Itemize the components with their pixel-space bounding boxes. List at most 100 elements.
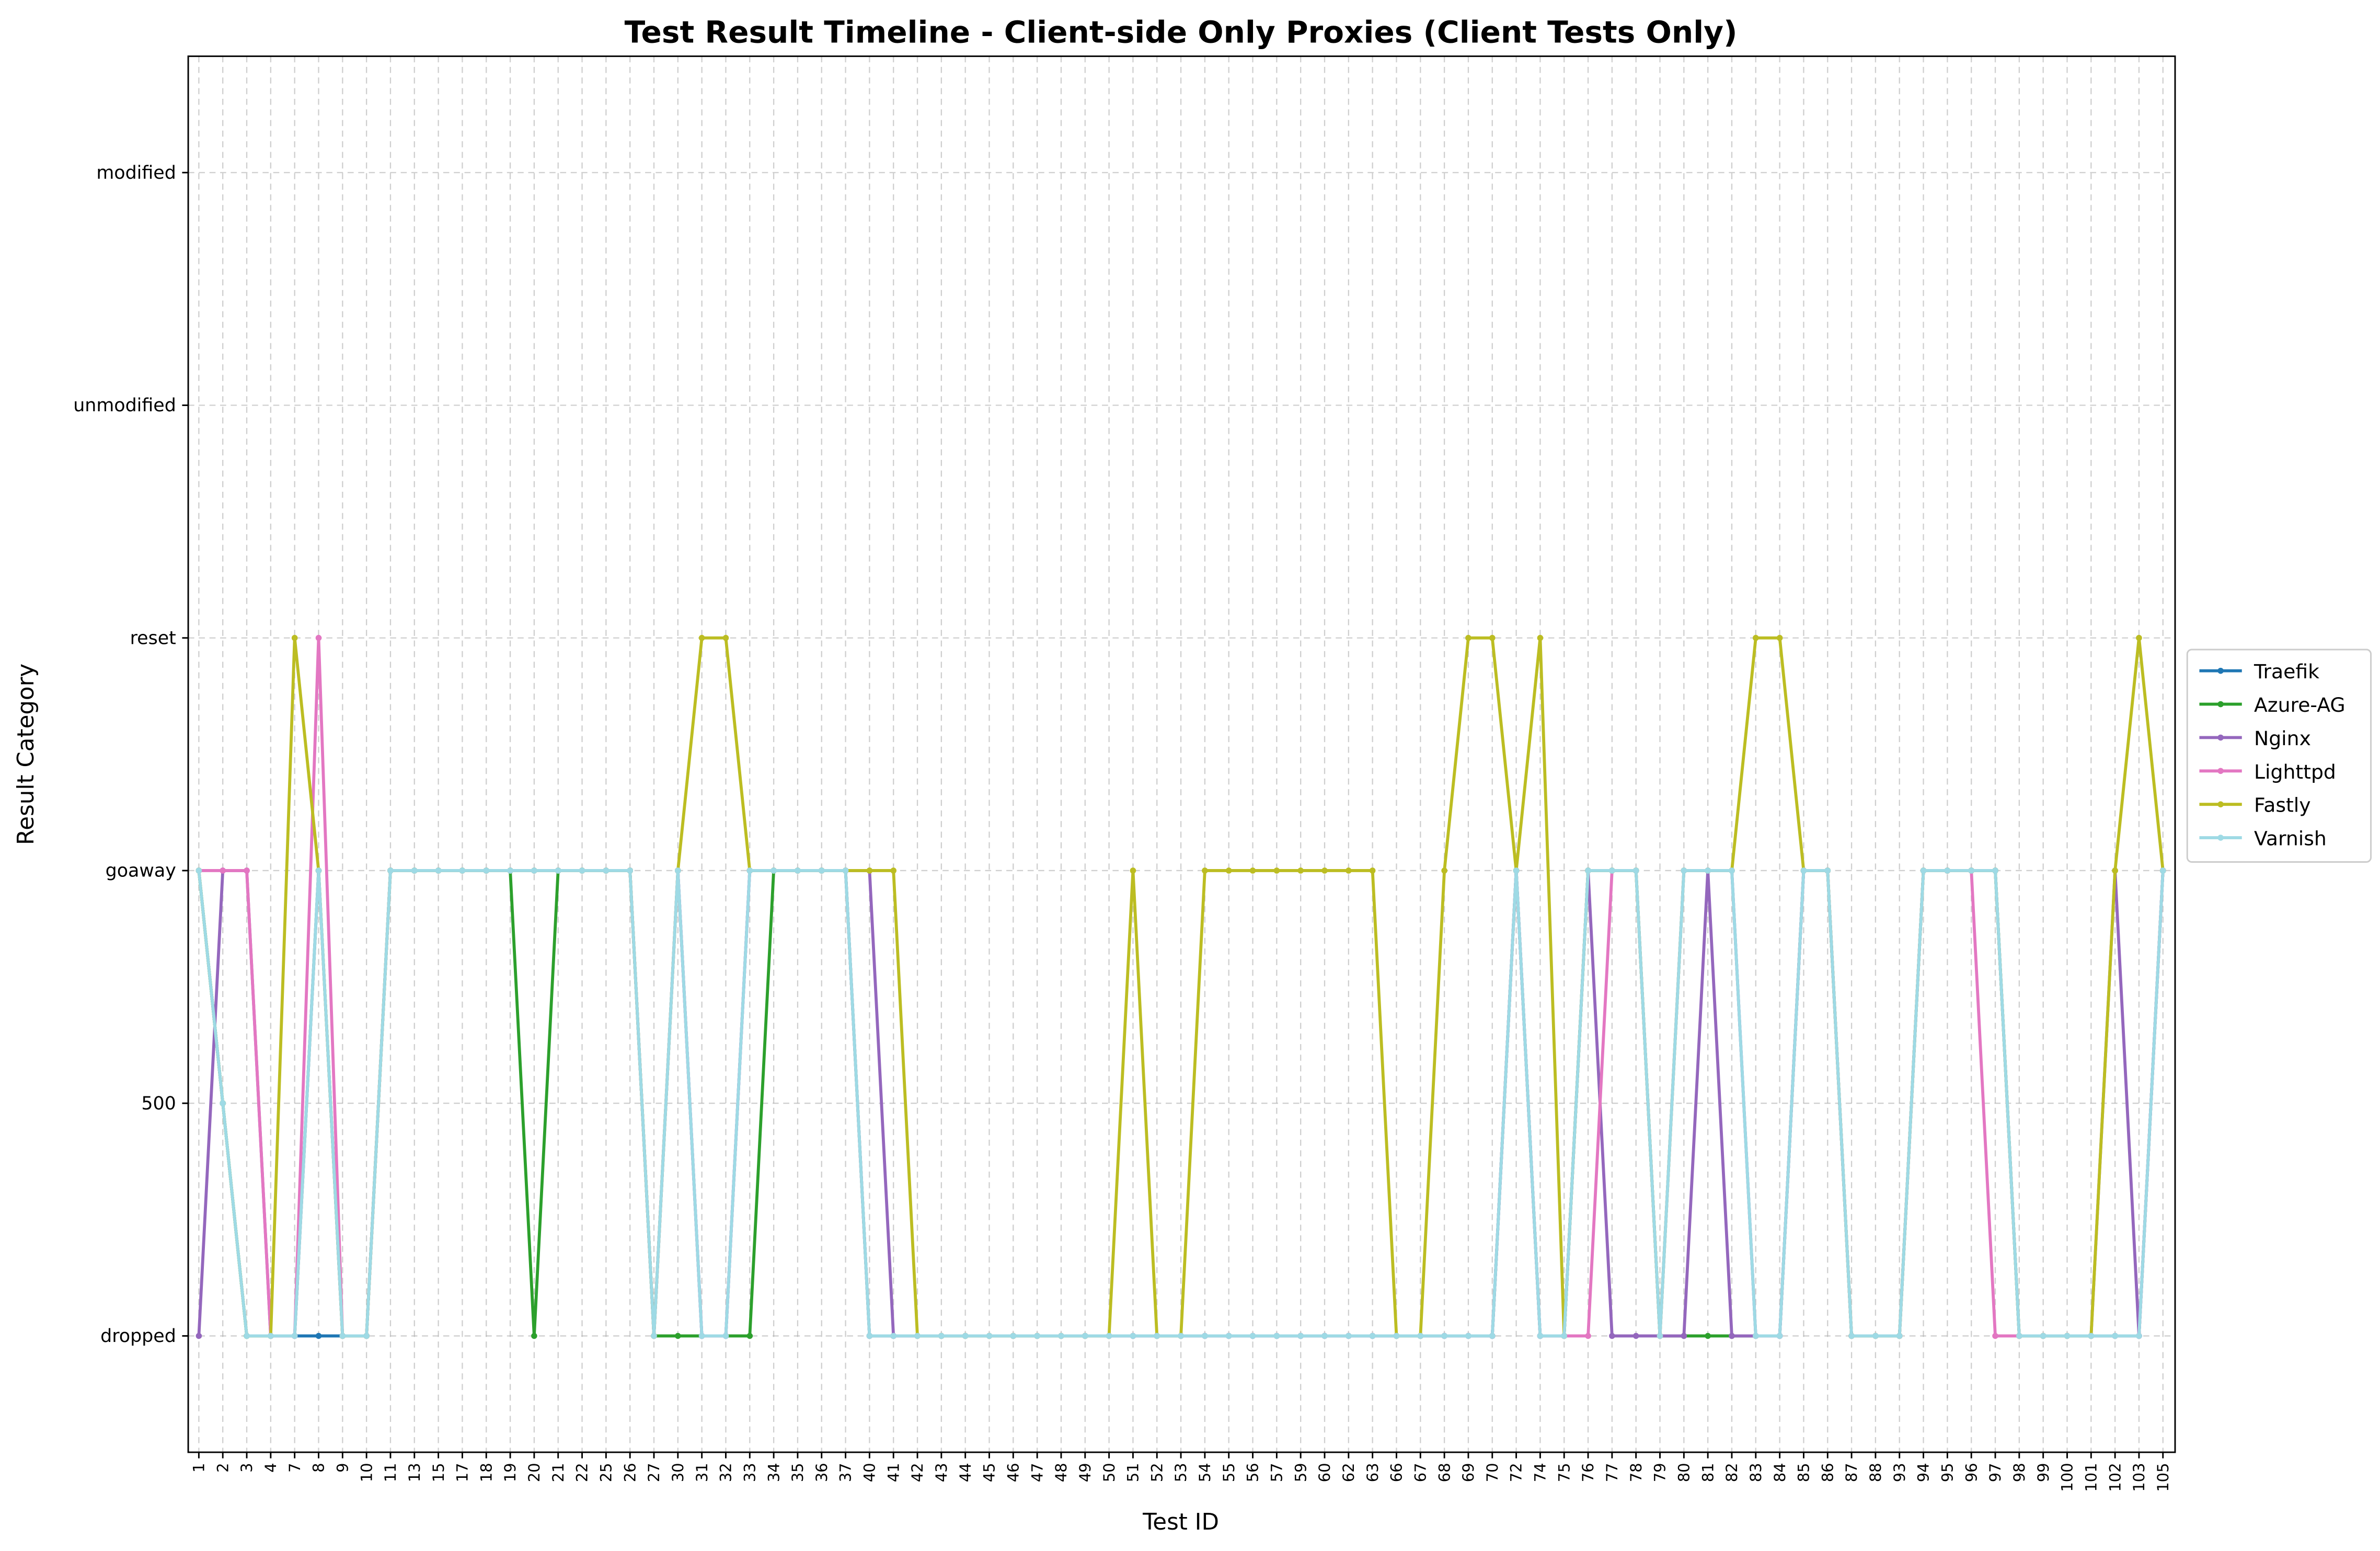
- x-tick-label: 45: [981, 1463, 998, 1482]
- data-point: [1585, 867, 1591, 874]
- x-tick-label: 22: [573, 1463, 591, 1482]
- data-point: [315, 1333, 322, 1339]
- data-point: [1609, 1333, 1615, 1339]
- data-point: [1441, 867, 1447, 874]
- legend-label: Lighttpd: [2254, 760, 2336, 783]
- x-tick-label: 97: [1986, 1463, 2004, 1482]
- data-point: [1297, 867, 1304, 874]
- y-tick-label: modified: [96, 163, 176, 183]
- data-point: [2040, 1333, 2046, 1339]
- y-tick-label: dropped: [100, 1326, 176, 1347]
- data-point: [1681, 1333, 1687, 1339]
- legend-marker: [2217, 701, 2224, 708]
- x-tick-label: 87: [1843, 1463, 1860, 1482]
- x-tick-label: 54: [1196, 1463, 1214, 1482]
- data-point: [579, 867, 585, 874]
- x-tick-label: 75: [1555, 1463, 1573, 1482]
- data-point: [244, 1333, 250, 1339]
- data-point: [1800, 867, 1807, 874]
- x-tick-label: 17: [454, 1463, 472, 1482]
- x-tick-label: 96: [1962, 1463, 1980, 1482]
- x-tick-label: 105: [2154, 1463, 2172, 1491]
- x-tick-label: 72: [1508, 1463, 1525, 1482]
- x-tick-label: 40: [861, 1463, 879, 1482]
- x-tick-label: 55: [1220, 1463, 1238, 1482]
- x-tick-label: 86: [1819, 1463, 1836, 1482]
- x-tick-label: 25: [597, 1463, 615, 1482]
- x-tick-label: 103: [2130, 1463, 2148, 1491]
- data-point: [675, 867, 681, 874]
- data-point: [1776, 634, 1783, 641]
- x-tick-label: 100: [2059, 1463, 2076, 1491]
- x-axis-label: Test ID: [1142, 1509, 1219, 1535]
- data-point: [1776, 1333, 1783, 1339]
- x-tick-label: 56: [1244, 1463, 1262, 1482]
- data-point: [1537, 634, 1544, 641]
- y-axis-label: Result Category: [13, 664, 39, 845]
- x-tick-label: 35: [789, 1463, 807, 1482]
- data-point: [818, 867, 825, 874]
- data-point: [675, 1333, 681, 1339]
- x-tick-label: 69: [1459, 1463, 1477, 1482]
- data-point: [1729, 1333, 1735, 1339]
- data-point: [220, 867, 226, 874]
- data-point: [1273, 867, 1280, 874]
- data-point: [938, 1333, 945, 1339]
- x-tick-label: 70: [1484, 1463, 1501, 1482]
- data-point: [1992, 1333, 1998, 1339]
- x-tick-label: 68: [1435, 1463, 1453, 1482]
- data-point: [914, 1333, 921, 1339]
- data-point: [1489, 634, 1496, 641]
- y-tick-label: 500: [141, 1093, 176, 1114]
- data-point: [1489, 1333, 1496, 1339]
- x-tick-label: 57: [1268, 1463, 1286, 1482]
- x-tick-label: 53: [1172, 1463, 1190, 1482]
- legend-marker: [2217, 768, 2224, 774]
- data-point: [1249, 1333, 1256, 1339]
- data-point: [1225, 1333, 1232, 1339]
- legend-label: Traefik: [2253, 660, 2319, 683]
- data-point: [1657, 1333, 1663, 1339]
- data-point: [1130, 1333, 1136, 1339]
- data-point: [890, 1333, 897, 1339]
- x-tick-label: 34: [765, 1463, 783, 1482]
- data-point: [1824, 867, 1831, 874]
- x-tick-label: 44: [957, 1463, 974, 1482]
- data-point: [1705, 1333, 1711, 1339]
- data-point: [555, 867, 561, 874]
- data-point: [1705, 867, 1711, 874]
- data-point: [1465, 1333, 1471, 1339]
- data-point: [986, 1333, 993, 1339]
- data-point: [698, 1333, 705, 1339]
- x-tick-label: 32: [717, 1463, 735, 1482]
- data-point: [651, 1333, 657, 1339]
- data-point: [1154, 1333, 1160, 1339]
- data-point: [244, 867, 250, 874]
- x-tick-label: 8: [310, 1463, 328, 1472]
- data-point: [1681, 867, 1687, 874]
- data-point: [1585, 1333, 1591, 1339]
- x-tick-label: 48: [1052, 1463, 1070, 1482]
- x-tick-label: 21: [549, 1463, 567, 1482]
- x-tick-label: 15: [430, 1463, 447, 1482]
- data-point: [268, 1333, 274, 1339]
- x-tick-label: 37: [837, 1463, 855, 1482]
- y-tick-label: unmodified: [73, 395, 176, 416]
- data-point: [2136, 634, 2142, 641]
- data-point: [2112, 867, 2118, 874]
- chart-title: Test Result Timeline - Client-side Only …: [625, 15, 1738, 50]
- data-point: [722, 1333, 729, 1339]
- x-tick-label: 13: [406, 1463, 423, 1482]
- legend-marker: [2217, 835, 2224, 841]
- data-point: [866, 1333, 873, 1339]
- x-tick-label: 30: [669, 1463, 687, 1482]
- data-point: [531, 1333, 537, 1339]
- legend-label: Varnish: [2254, 827, 2327, 850]
- data-point: [1848, 1333, 1855, 1339]
- data-point: [962, 1333, 969, 1339]
- data-point: [2088, 1333, 2095, 1339]
- x-tick-label: 41: [884, 1463, 902, 1482]
- data-point: [1273, 1333, 1280, 1339]
- data-point: [2112, 1333, 2118, 1339]
- x-tick-label: 20: [525, 1463, 543, 1482]
